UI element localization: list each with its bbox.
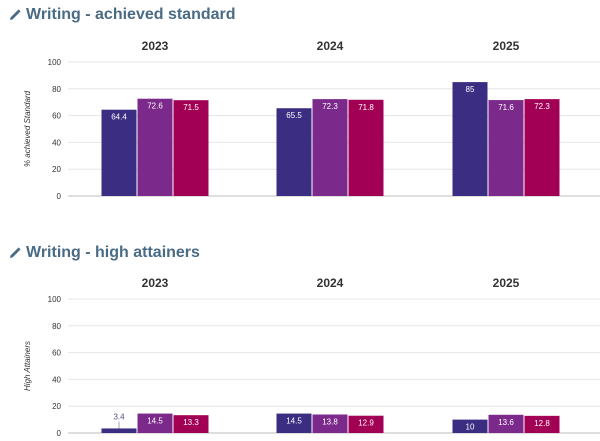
y-tick-label: 100 [48,58,62,67]
section-title-text: Writing - achieved standard [26,6,236,23]
section-title-achieved: Writing - achieved standard [9,6,236,24]
y-tick-label: 80 [52,85,61,94]
bar [137,98,173,196]
data-label: 3.4 [113,412,125,421]
bar [312,414,348,433]
y-tick-label: 40 [52,138,61,147]
bar [173,415,209,433]
y-tick-label: 80 [52,322,61,331]
y-tick-label: 0 [57,429,62,438]
data-label: 71.6 [498,103,514,112]
category-label: 2024 [317,39,344,53]
category-label: 2023 [142,276,169,290]
data-label: 14.5 [147,417,163,426]
bar [312,99,348,196]
category-label: 2023 [142,39,169,53]
bar [348,99,384,196]
y-tick-label: 60 [52,349,61,358]
data-label: 72.3 [534,102,550,111]
section-title-text: Writing - high attainers [26,244,200,261]
data-label: 12.9 [358,419,374,428]
data-label: 71.8 [358,103,374,112]
data-label: 12.8 [534,419,550,428]
data-label: 85 [466,85,475,94]
data-label: 64.4 [111,113,127,122]
bar [276,413,312,433]
bar [488,100,524,196]
bar [101,109,137,196]
bar [452,419,488,433]
category-label: 2025 [493,276,520,290]
data-label: 13.8 [322,418,338,427]
y-tick-label: 0 [57,192,62,201]
bar [524,99,560,196]
bar [101,428,137,433]
bar [524,415,560,433]
category-label: 2025 [493,39,520,53]
y-tick-label: 20 [52,402,61,411]
data-label: 72.6 [147,102,163,111]
y-tick-label: 100 [48,295,62,304]
data-label: 71.5 [183,103,199,112]
data-label: 13.3 [183,418,199,427]
y-tick-label: 40 [52,375,61,384]
data-label: 10 [466,423,475,432]
bar [276,108,312,196]
y-axis-title: High Attainers [23,341,32,391]
data-label: 13.6 [498,418,514,427]
section-title-high-attainers: Writing - high attainers [9,244,200,262]
data-label: 65.5 [286,111,302,120]
bar [488,414,524,433]
bar [348,415,384,433]
data-label: 14.5 [286,417,302,426]
bar [137,413,173,433]
y-axis-title: % achieved Standard [23,90,32,167]
category-label: 2024 [317,276,344,290]
pencil-icon [10,247,21,258]
pencil-icon [10,9,21,20]
data-label: 72.3 [322,102,338,111]
bar [452,82,488,196]
y-tick-label: 20 [52,165,61,174]
y-tick-label: 60 [52,112,61,121]
bar [173,100,209,196]
